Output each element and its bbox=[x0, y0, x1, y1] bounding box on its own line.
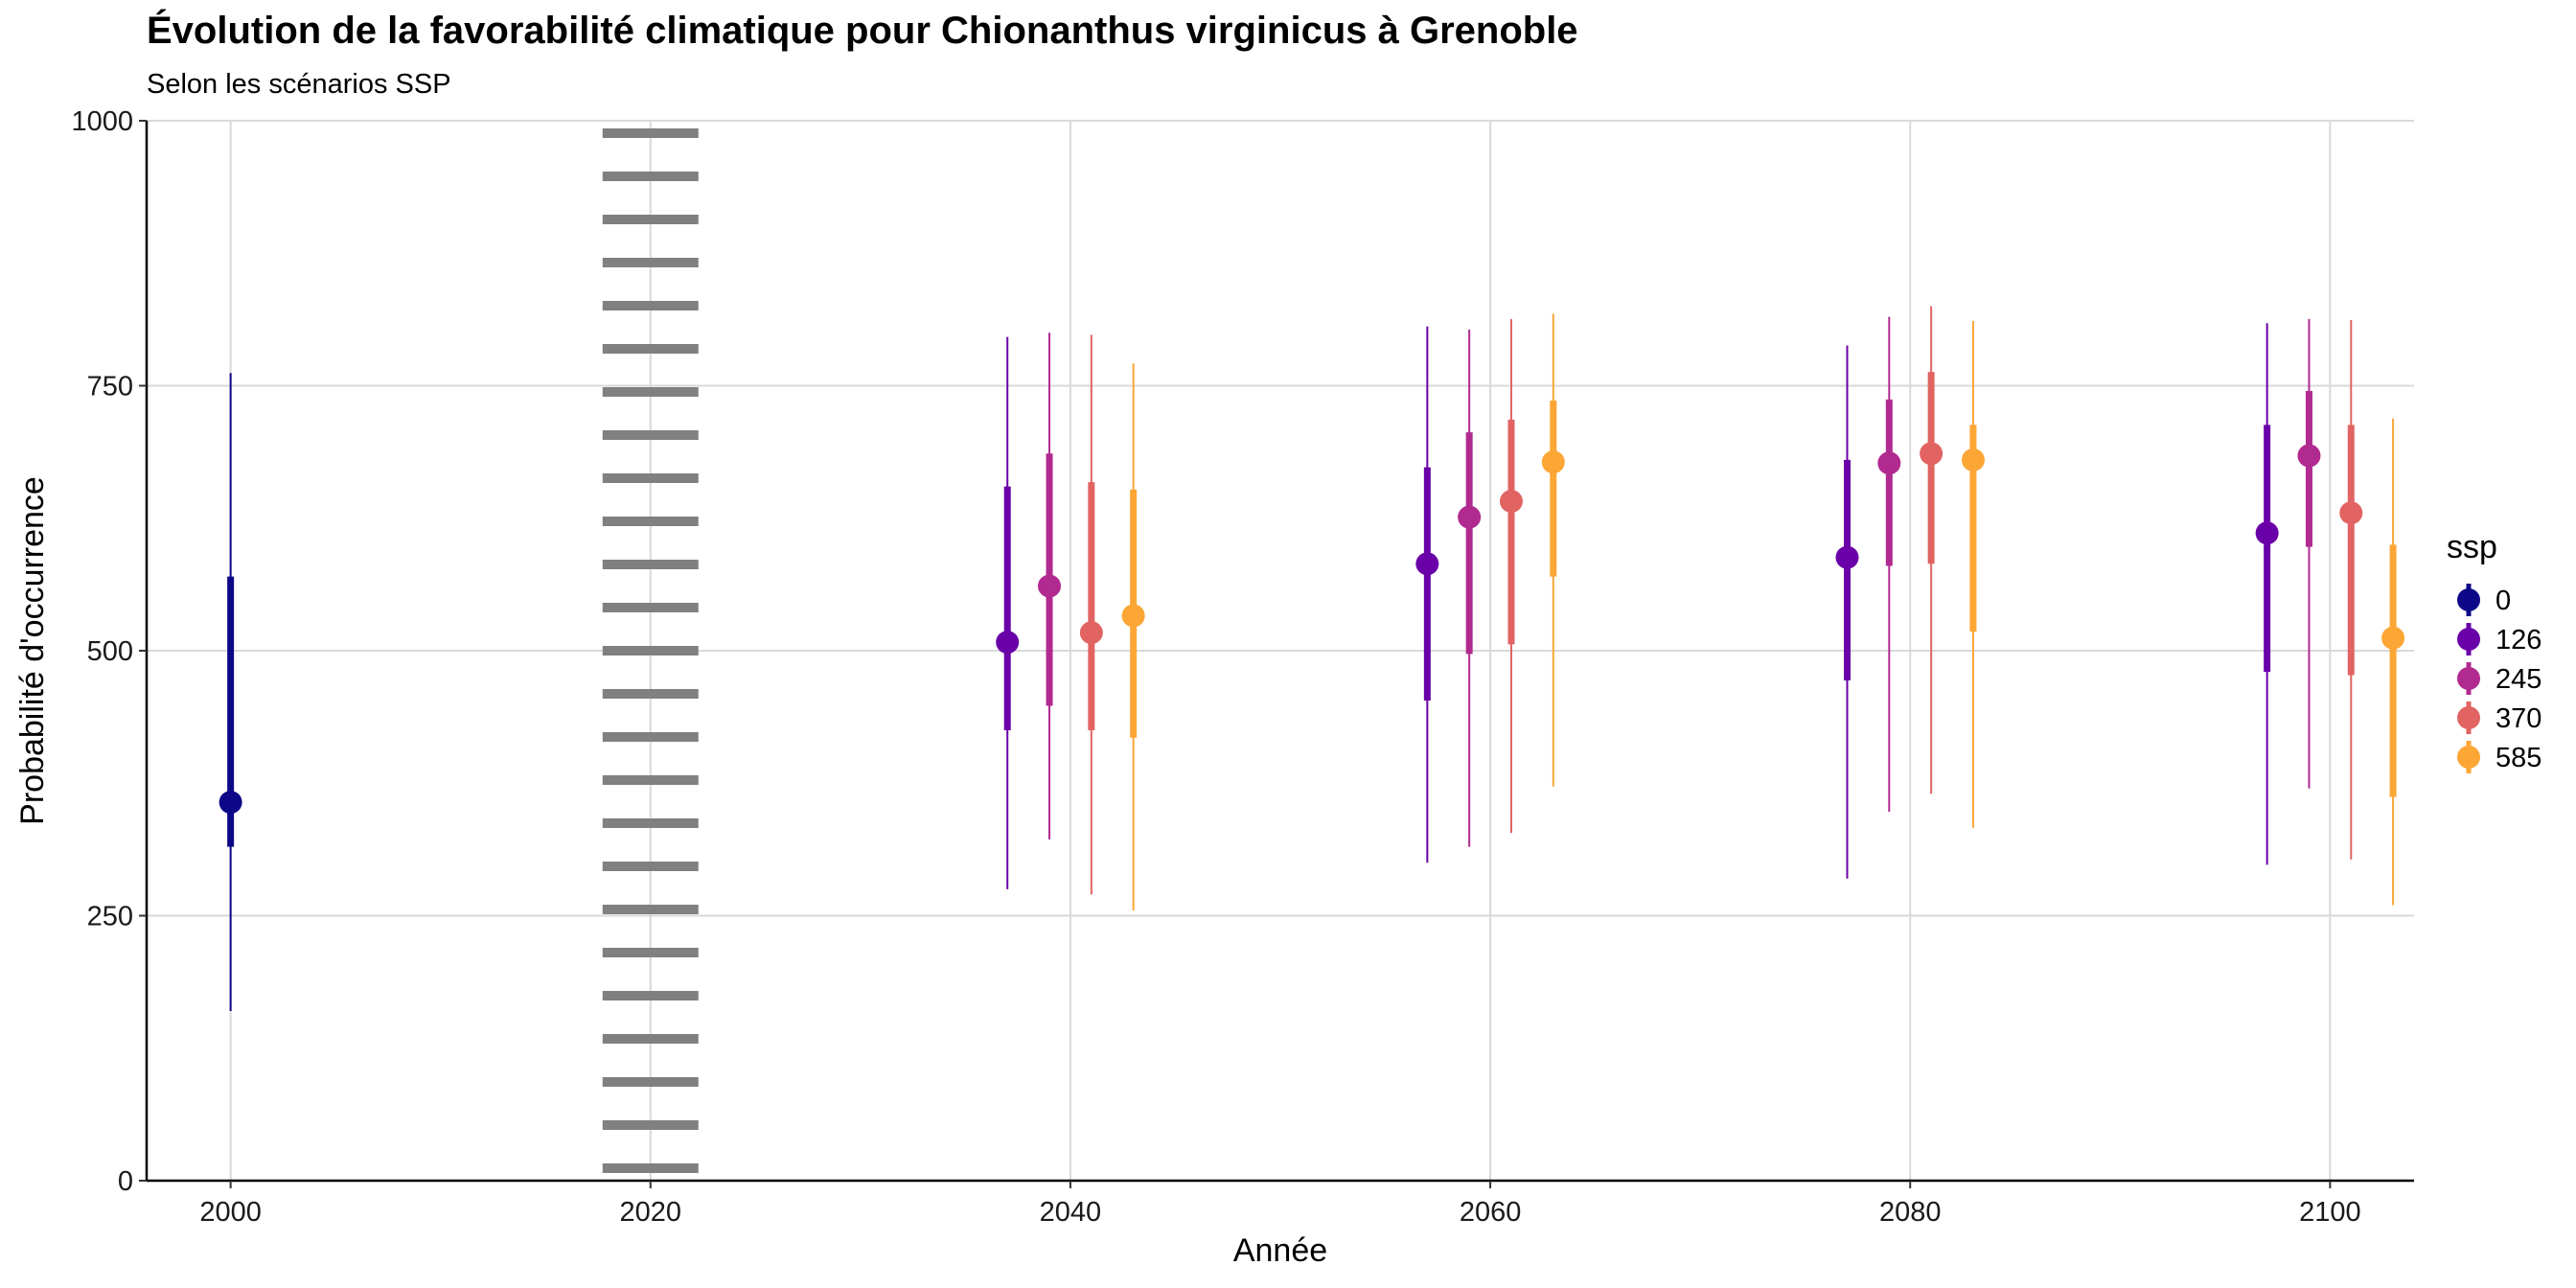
legend-label: 126 bbox=[2496, 625, 2542, 656]
y-tick-label: 750 bbox=[87, 372, 133, 402]
x-tick-label: 2060 bbox=[1460, 1197, 1522, 1228]
legend-title: ssp bbox=[2447, 529, 2497, 565]
y-tick-label: 500 bbox=[87, 636, 133, 667]
legend-key-point bbox=[2457, 706, 2480, 729]
x-axis-title: Année bbox=[1233, 1232, 1327, 1269]
x-tick-label: 2020 bbox=[620, 1197, 682, 1228]
legend: ssp 0 126 245 370 585 bbox=[2447, 529, 2542, 773]
chart-subtitle: Selon les scénarios SSP bbox=[147, 69, 451, 100]
legend-label: 370 bbox=[2496, 703, 2542, 734]
y-tick-label: 250 bbox=[87, 902, 133, 932]
legend-key-point bbox=[2457, 628, 2480, 651]
legend-label: 0 bbox=[2496, 586, 2511, 616]
point-ssp-245 bbox=[1458, 505, 1482, 529]
y-tick-label: 0 bbox=[118, 1166, 133, 1197]
point-ssp-245 bbox=[1877, 451, 1901, 475]
legend-label: 585 bbox=[2496, 743, 2542, 773]
point-ssp-585 bbox=[1541, 450, 1565, 474]
legend-label: 245 bbox=[2496, 664, 2542, 695]
legend-key-point bbox=[2457, 746, 2480, 769]
point-ssp-126 bbox=[1415, 552, 1439, 576]
point-ssp-370 bbox=[1499, 490, 1523, 514]
x-tick-label: 2040 bbox=[1040, 1197, 1102, 1228]
point-ssp-126 bbox=[1835, 545, 1859, 569]
grid bbox=[147, 120, 2414, 1182]
tick-labels: 0 250 500 750 1000 2000 2020 2040 2060 2080 2100 bbox=[71, 106, 2360, 1228]
point-ssp-245 bbox=[2297, 444, 2321, 468]
legend-key-point bbox=[2457, 667, 2480, 690]
point-ssp-0 bbox=[218, 791, 242, 815]
point-ssp-370 bbox=[1920, 442, 1944, 466]
point-ssp-370 bbox=[2339, 501, 2363, 525]
point-ssp-126 bbox=[2255, 521, 2279, 545]
point-ssp-245 bbox=[1038, 574, 1062, 598]
data-layer bbox=[218, 306, 2405, 1012]
point-ssp-585 bbox=[2381, 626, 2405, 650]
point-ssp-126 bbox=[996, 631, 1020, 655]
y-axis-title: Probabilité d'occurrence bbox=[14, 476, 51, 825]
x-tick-label: 2080 bbox=[1879, 1197, 1942, 1228]
legend-key-point bbox=[2457, 588, 2480, 611]
x-tick-label: 2100 bbox=[2299, 1197, 2361, 1228]
point-ssp-585 bbox=[1961, 448, 1985, 472]
chart-title: Évolution de la favorabilité climatique … bbox=[147, 10, 1578, 52]
x-tick-label: 2000 bbox=[199, 1197, 262, 1228]
point-ssp-370 bbox=[1079, 621, 1103, 645]
y-tick-label: 1000 bbox=[71, 106, 133, 137]
point-ssp-585 bbox=[1121, 604, 1145, 628]
